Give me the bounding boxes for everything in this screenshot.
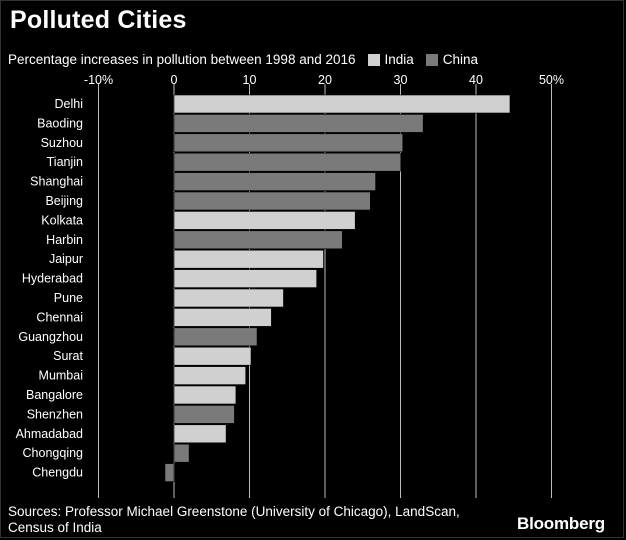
category-label: Ahmadabad (16, 427, 83, 441)
bar (173, 443, 190, 463)
x-tick-label: -10% (84, 73, 113, 87)
x-tick-label: 10 (243, 73, 257, 87)
category-label: Suzhou (41, 136, 83, 150)
x-tick-label: 0 (171, 73, 178, 87)
bar (173, 288, 284, 308)
category-label: Chengdu (32, 466, 83, 480)
legend-swatch-india (367, 53, 380, 66)
category-label: Jaipur (49, 252, 83, 266)
subtitle-row: Percentage increases in pollution betwee… (8, 52, 478, 67)
category-label: Harbin (46, 233, 83, 247)
bar (173, 269, 317, 288)
category-label: Surat (53, 349, 83, 363)
bar (173, 94, 511, 114)
chart-subtitle: Percentage increases in pollution betwee… (8, 52, 356, 67)
bar (173, 346, 252, 366)
chart-title: Polluted Cities (10, 6, 187, 34)
category-label: Baoding (37, 116, 83, 130)
bloomberg-logo: Bloomberg (517, 514, 605, 533)
bar (173, 114, 424, 133)
legend-label-china: China (442, 52, 479, 67)
category-label: Guangzhou (18, 330, 83, 344)
bar (173, 308, 272, 327)
category-label: Chongqing (23, 446, 84, 460)
legend-label-india: India (384, 52, 414, 67)
category-label: Pune (54, 291, 83, 305)
bar (173, 172, 376, 191)
category-label: Shenzhen (27, 407, 83, 421)
bar (173, 249, 324, 269)
bar (173, 191, 371, 211)
bar (173, 366, 247, 385)
category-label: Chennai (36, 310, 83, 324)
bar (173, 152, 401, 172)
category-label: Mumbai (39, 369, 83, 383)
category-label: Shanghai (30, 175, 83, 189)
category-label: Delhi (55, 97, 84, 111)
x-tick-label: 40 (469, 73, 483, 87)
category-label: Tianjin (47, 155, 83, 169)
category-label: Hyderabad (22, 272, 83, 286)
x-tick-label: 50% (539, 73, 564, 87)
source-note: Sources: Professor Michael Greenstone (U… (8, 504, 460, 535)
x-tick-label: 30 (394, 73, 408, 87)
category-label: Kolkata (41, 213, 83, 227)
bar (173, 133, 404, 153)
bar (173, 230, 343, 250)
bar (173, 327, 258, 347)
legend-swatch-china (425, 53, 438, 66)
x-tick-label: 20 (318, 73, 332, 87)
bar (173, 211, 356, 230)
bar (173, 405, 235, 424)
bar (164, 463, 175, 482)
bar (173, 424, 227, 444)
bar (173, 385, 237, 405)
category-label: Bangalore (26, 388, 83, 402)
category-label: Beijing (45, 194, 83, 208)
